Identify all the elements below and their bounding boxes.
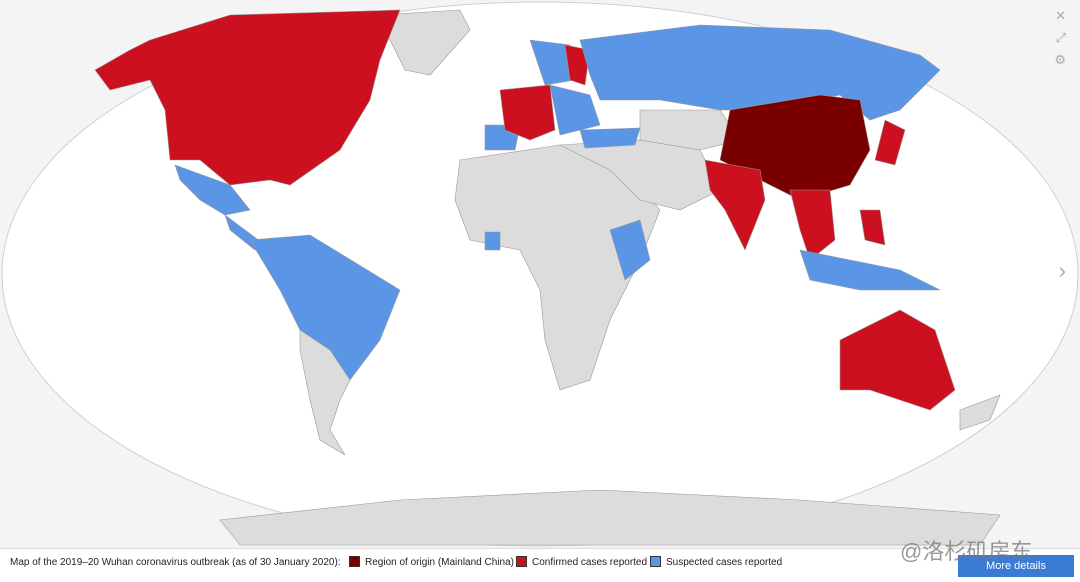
land-none	[219, 489, 1001, 546]
caption-bar: Map of the 2019–20 Wuhan coronavirus out…	[0, 548, 1080, 582]
land-confirmed	[789, 189, 836, 261]
next-arrow[interactable]: ›	[1058, 258, 1066, 283]
legend-label: Suspected cases reported	[666, 557, 783, 568]
map-control[interactable]: ⚙	[1054, 52, 1066, 67]
land-confirmed	[839, 309, 956, 411]
land-confirmed	[874, 119, 906, 166]
map-control[interactable]: ✕	[1055, 8, 1066, 23]
legend-label: Region of origin (Mainland China)	[365, 557, 514, 568]
land-suspected	[549, 84, 601, 136]
land	[94, 9, 1001, 546]
legend-swatch	[516, 556, 527, 567]
land-confirmed	[859, 209, 886, 246]
land-none	[379, 9, 471, 76]
land-suspected	[609, 219, 651, 281]
more-details-button[interactable]: More details	[958, 555, 1074, 577]
land-confirmed	[564, 44, 591, 86]
legend-swatch	[349, 556, 360, 567]
world-map	[1, 1, 1079, 547]
watermark: @洛杉矶房东	[900, 539, 1033, 564]
map-control[interactable]: ⤢	[1055, 30, 1066, 45]
land-suspected	[799, 249, 941, 291]
land-none	[639, 109, 741, 151]
land-none	[959, 394, 1001, 431]
land-confirmed	[499, 84, 556, 141]
legend-swatch	[650, 556, 661, 567]
land-none	[299, 329, 351, 456]
land-suspected	[484, 231, 501, 251]
legend-label: Confirmed cases reported	[532, 557, 648, 568]
land-confirmed	[704, 159, 766, 251]
land-suspected	[579, 127, 641, 149]
caption: Map of the 2019–20 Wuhan coronavirus out…	[10, 557, 341, 568]
